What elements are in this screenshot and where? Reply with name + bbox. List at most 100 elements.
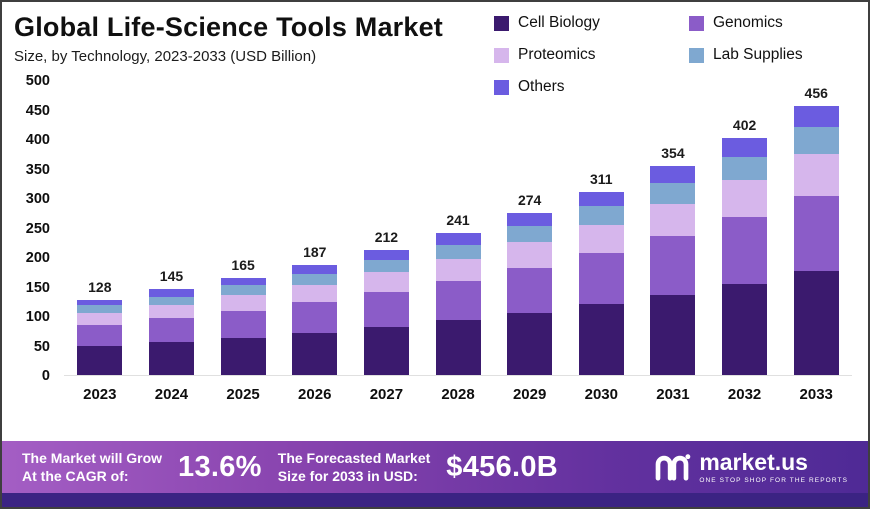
bar-total-label: 165 <box>231 256 255 273</box>
page-title: Global Life-Science Tools Market <box>14 12 443 42</box>
bar-group: 241 <box>422 212 494 375</box>
bar-segment-genomics <box>507 267 553 314</box>
forecast-label-line2: Size for 2033 in USD: <box>277 468 418 484</box>
titles: Global Life-Science Tools Market Size, b… <box>14 12 856 65</box>
cagr-value: 13.6% <box>178 450 262 483</box>
bar-stack <box>363 249 409 375</box>
bar-segment-cell-biology <box>578 304 624 375</box>
bar-segment-proteomics <box>793 153 839 196</box>
legend-label: Lab Supplies <box>713 46 803 63</box>
bar-total-label: 354 <box>661 145 685 162</box>
bar-segment-genomics <box>793 195 839 272</box>
legend-item: Genomics <box>689 14 854 32</box>
bar-stack <box>578 191 624 375</box>
forecast-value: $456.0B <box>446 450 559 483</box>
legend-label: Others <box>518 78 565 95</box>
y-tick-label: 450 <box>25 102 50 119</box>
y-tick-label: 500 <box>25 73 50 89</box>
x-axis-label: 2025 <box>226 386 260 403</box>
x-axis-label: 2028 <box>441 386 475 403</box>
bar-segment-proteomics <box>363 272 409 292</box>
bar-segment-genomics <box>220 310 266 338</box>
bar-group: 145 <box>136 268 208 375</box>
bar-segment-lab-supplies <box>363 259 409 273</box>
y-tick-label: 250 <box>25 220 50 237</box>
bar-segment-cell-biology <box>507 313 553 375</box>
bar-segment-others <box>793 106 839 128</box>
legend-item: Cell Biology <box>494 14 689 32</box>
cagr-label: The Market will Grow At the CAGR of: <box>22 449 162 485</box>
market-us-logo-icon <box>655 454 691 481</box>
bar-segment-others <box>292 264 338 274</box>
bar-segment-genomics <box>292 301 338 333</box>
bar-segment-proteomics <box>650 203 696 237</box>
x-axis-label: 2026 <box>298 386 332 403</box>
bar-segment-others <box>435 232 481 245</box>
legend-item: Others <box>494 78 689 96</box>
x-axis-label: 2033 <box>799 386 833 403</box>
x-axis: 2023 2024 2025 2026 2027 2028 2029 2030 2031 2032… <box>64 386 852 403</box>
bar-group: 402 <box>709 117 781 375</box>
bar-group: 274 <box>494 192 566 375</box>
y-tick-label: 350 <box>25 161 50 178</box>
bar-segment-cell-biology <box>793 271 839 375</box>
legend-item: Proteomics <box>494 46 689 64</box>
brand-text: market.us ONE STOP SHOP FOR THE REPORTS <box>699 448 848 484</box>
legend: Cell Biology Genomics Proteomics Lab Suppli… <box>494 14 854 96</box>
legend-item: Lab Supplies <box>689 46 854 64</box>
legend-swatch <box>689 47 704 63</box>
y-tick-label: 0 <box>41 368 50 384</box>
bar-segment-cell-biology <box>148 341 194 375</box>
bar-total-label: 145 <box>159 268 184 285</box>
plot-area: 128 145 165 187 212 241 274 311 354 402 456 <box>64 81 852 376</box>
bar-segment-proteomics <box>148 304 194 318</box>
bar-segment-others <box>650 166 696 184</box>
bar-stack <box>77 299 123 375</box>
bar-segment-lab-supplies <box>793 127 839 154</box>
bar-group: 354 <box>637 145 709 375</box>
bar-segment-genomics <box>148 317 194 342</box>
bar-segment-genomics <box>722 216 768 284</box>
y-tick-label: 300 <box>25 191 50 207</box>
bar-segment-proteomics <box>292 284 338 302</box>
bar-segment-lab-supplies <box>77 305 123 314</box>
x-axis-label: 2032 <box>727 386 762 403</box>
legend-swatch <box>689 15 704 31</box>
legend-swatch <box>494 79 509 95</box>
y-tick-label: 50 <box>33 338 50 355</box>
bar-group: 187 <box>279 244 351 375</box>
brand-tagline: ONE STOP SHOP FOR THE REPORTS <box>699 476 848 484</box>
legend-swatch <box>494 47 509 63</box>
bar-segment-proteomics <box>722 180 768 217</box>
bar-segment-cell-biology <box>722 283 768 375</box>
bar-segment-others <box>77 299 123 306</box>
market-us-logo[interactable]: market.us ONE STOP SHOP FOR THE REPORTS <box>653 448 848 484</box>
bar-group: 311 <box>565 171 637 375</box>
bar-segment-cell-biology <box>77 346 123 375</box>
forecast-label-line1: The Forecasted Market <box>277 449 431 466</box>
y-tick-label: 100 <box>25 309 50 325</box>
legend-swatch <box>494 15 509 31</box>
bar-stack <box>292 264 338 375</box>
legend-label: Cell Biology <box>518 14 600 31</box>
bar-group: 165 <box>207 257 279 375</box>
bar-segment-others <box>722 137 768 157</box>
bar-total-label: 274 <box>517 192 542 209</box>
bar-total-label: 456 <box>804 85 828 101</box>
bar-segment-cell-biology <box>292 332 338 375</box>
cagr-label-line2: At the CAGR of: <box>22 468 129 484</box>
bar-segment-genomics <box>77 324 123 347</box>
bar-segment-proteomics <box>220 295 266 311</box>
footer-banner: The Market will Grow At the CAGR of: 13.… <box>2 441 868 493</box>
stacked-bar-chart: 0 50 100 150 200 250 300 350 400 450 500 128 145 165… <box>14 73 856 416</box>
cagr-label-line1: The Market will Grow <box>22 449 163 466</box>
bar-stack <box>148 289 194 375</box>
bar-segment-lab-supplies <box>292 273 338 285</box>
brand-name: market.us <box>699 448 808 475</box>
legend-label: Proteomics <box>518 46 596 63</box>
bar-segment-lab-supplies <box>650 183 696 204</box>
bar-segment-cell-biology <box>435 320 481 375</box>
x-axis-label: 2029 <box>512 386 547 403</box>
x-axis-label: 2030 <box>584 386 618 403</box>
